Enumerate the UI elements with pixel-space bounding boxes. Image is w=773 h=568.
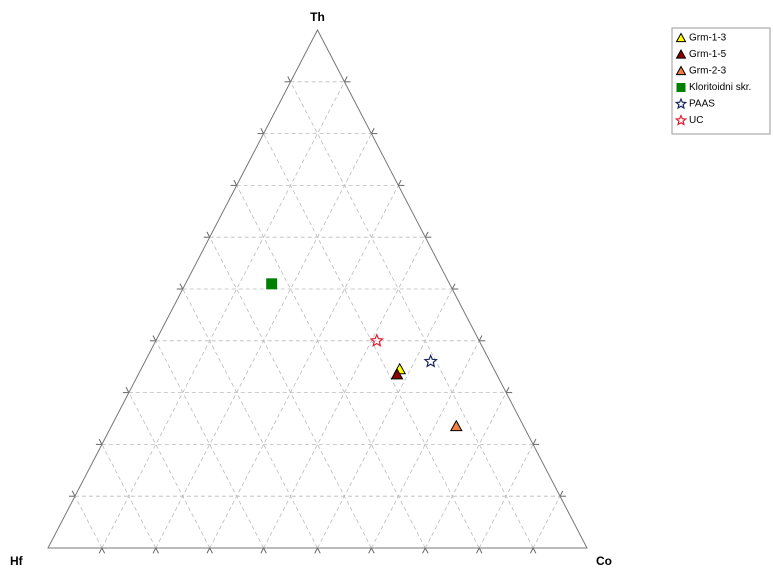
- axis-label: Hf: [10, 554, 24, 568]
- data-point: [423, 353, 438, 368]
- tick-mark: [344, 76, 348, 83]
- tick-mark: [451, 283, 456, 290]
- legend-marker: [675, 48, 687, 59]
- tick-mark: [424, 231, 429, 238]
- tick-mark: [559, 490, 564, 497]
- triangle-frame: [47, 28, 588, 549]
- tick-mark: [152, 547, 157, 554]
- grid-line: [371, 340, 480, 549]
- grid-line: [478, 444, 534, 549]
- grid-line: [424, 392, 507, 549]
- tick-mark: [422, 547, 426, 554]
- tick-mark: [317, 547, 321, 554]
- grid-line: [182, 288, 318, 549]
- tick-mark: [206, 547, 211, 554]
- grid-line: [101, 444, 157, 549]
- grid-line: [74, 496, 103, 549]
- legend-label: Grm-1-3: [689, 33, 727, 44]
- tick-mark: [155, 547, 160, 554]
- tick-mark: [478, 335, 483, 342]
- legend-label: UC: [689, 115, 703, 126]
- legend-marker: [675, 32, 687, 43]
- tick-mark: [505, 387, 510, 393]
- grid-line: [101, 81, 345, 549]
- grid-line: [290, 81, 534, 549]
- tick-mark: [314, 547, 318, 554]
- tick-mark: [233, 179, 238, 186]
- tick-mark: [263, 547, 267, 554]
- legend-marker: [674, 113, 688, 126]
- tick-mark: [424, 547, 429, 554]
- tick-mark: [101, 547, 106, 554]
- tick-mark: [260, 547, 265, 554]
- tick-mark: [370, 128, 375, 134]
- legend-marker: [675, 65, 687, 76]
- tick-mark: [478, 547, 483, 554]
- grid-line: [532, 496, 561, 549]
- tick-mark: [475, 547, 480, 554]
- tick-mark: [209, 547, 213, 554]
- grid-line: [209, 185, 399, 549]
- grid-line: [317, 288, 453, 549]
- grid-line: [155, 340, 264, 549]
- tick-mark: [287, 76, 291, 83]
- data-point: [369, 333, 385, 347]
- tick-mark: [260, 128, 265, 134]
- grid-line: [236, 185, 426, 549]
- data-point: [449, 419, 463, 432]
- tick-mark: [71, 490, 76, 497]
- legend-marker: [676, 83, 686, 92]
- tick-mark: [98, 547, 103, 554]
- axis-label: Th: [310, 10, 325, 24]
- tick-mark: [532, 438, 537, 445]
- data-point: [390, 367, 404, 380]
- legend-marker: [674, 97, 688, 110]
- legend-box: [671, 27, 771, 135]
- tick-mark: [125, 387, 130, 393]
- tick-mark: [397, 179, 402, 186]
- legend-label: Grm-1-5: [689, 49, 727, 60]
- tick-mark: [370, 547, 375, 554]
- tick-mark: [179, 283, 184, 290]
- axis-label: Co: [596, 554, 612, 568]
- tick-mark: [532, 547, 537, 554]
- tick-mark: [206, 231, 211, 238]
- tick-mark: [98, 438, 103, 445]
- legend-label: Kloritoidni skr.: [689, 82, 751, 93]
- legend-label: PAAS: [689, 99, 715, 110]
- tick-mark: [152, 335, 157, 342]
- legend-label: Grm-2-3: [689, 66, 727, 77]
- grid-line: [128, 392, 211, 549]
- tick-mark: [529, 547, 534, 554]
- data-point: [266, 278, 278, 290]
- tick-mark: [368, 547, 372, 554]
